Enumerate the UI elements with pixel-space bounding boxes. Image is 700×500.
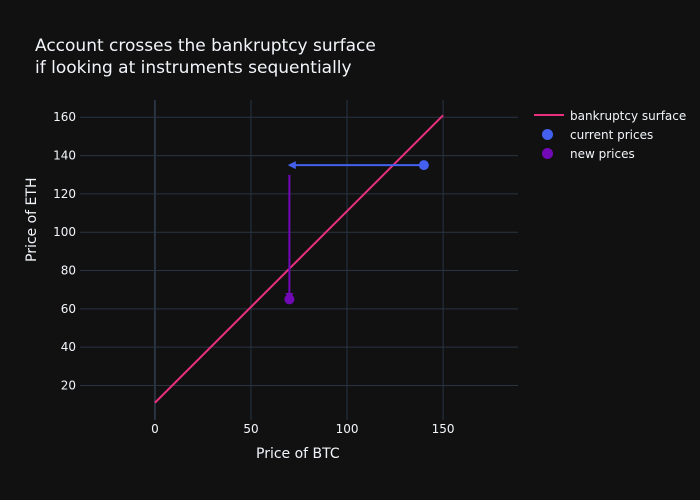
y-tick-label: 60: [61, 302, 76, 316]
dot-swatch-icon: [530, 144, 570, 163]
chart-title: Account crosses the bankruptcy surface i…: [35, 35, 376, 79]
y-tick-label: 20: [61, 379, 76, 393]
price-marker[interactable]: [418, 160, 429, 171]
x-tick-label: 50: [243, 422, 258, 436]
y-tick-label: 100: [53, 225, 76, 239]
legend-item-current-prices[interactable]: current prices: [530, 125, 686, 144]
dot-swatch-icon: [530, 125, 570, 144]
legend-label: bankruptcy surface: [570, 108, 687, 123]
y-tick-label: 160: [53, 110, 76, 124]
y-tick-label: 40: [61, 340, 76, 354]
legend-label: new prices: [570, 146, 635, 161]
chart-title-line-2: if looking at instruments sequentially: [35, 58, 352, 78]
y-tick-label: 140: [53, 149, 76, 163]
legend-item-bankruptcy-surface[interactable]: bankruptcy surface: [530, 106, 686, 125]
x-tick-label: 100: [336, 422, 359, 436]
gridlines: [80, 100, 518, 420]
x-axis-ticks: 0 50 100 150: [151, 422, 454, 436]
x-axis-title: Price of BTC: [256, 446, 340, 462]
legend-item-new-prices[interactable]: new prices: [530, 144, 686, 163]
plot-series: [154, 114, 444, 404]
y-tick-label: 120: [53, 187, 76, 201]
bankruptcy-surface-line: [154, 114, 444, 404]
price-marker[interactable]: [284, 294, 295, 305]
y-axis-ticks: 20 40 60 80 100 120 140 160: [53, 110, 76, 392]
line-swatch-icon: [530, 106, 570, 125]
legend: bankruptcy surface current prices new pr…: [530, 106, 686, 163]
y-tick-label: 80: [61, 264, 76, 278]
x-tick-label: 0: [151, 422, 159, 436]
chart-title-line-1: Account crosses the bankruptcy surface: [35, 36, 376, 56]
x-tick-label: 150: [432, 422, 455, 436]
y-axis-title: Price of ETH: [24, 177, 40, 262]
legend-label: current prices: [570, 127, 654, 142]
